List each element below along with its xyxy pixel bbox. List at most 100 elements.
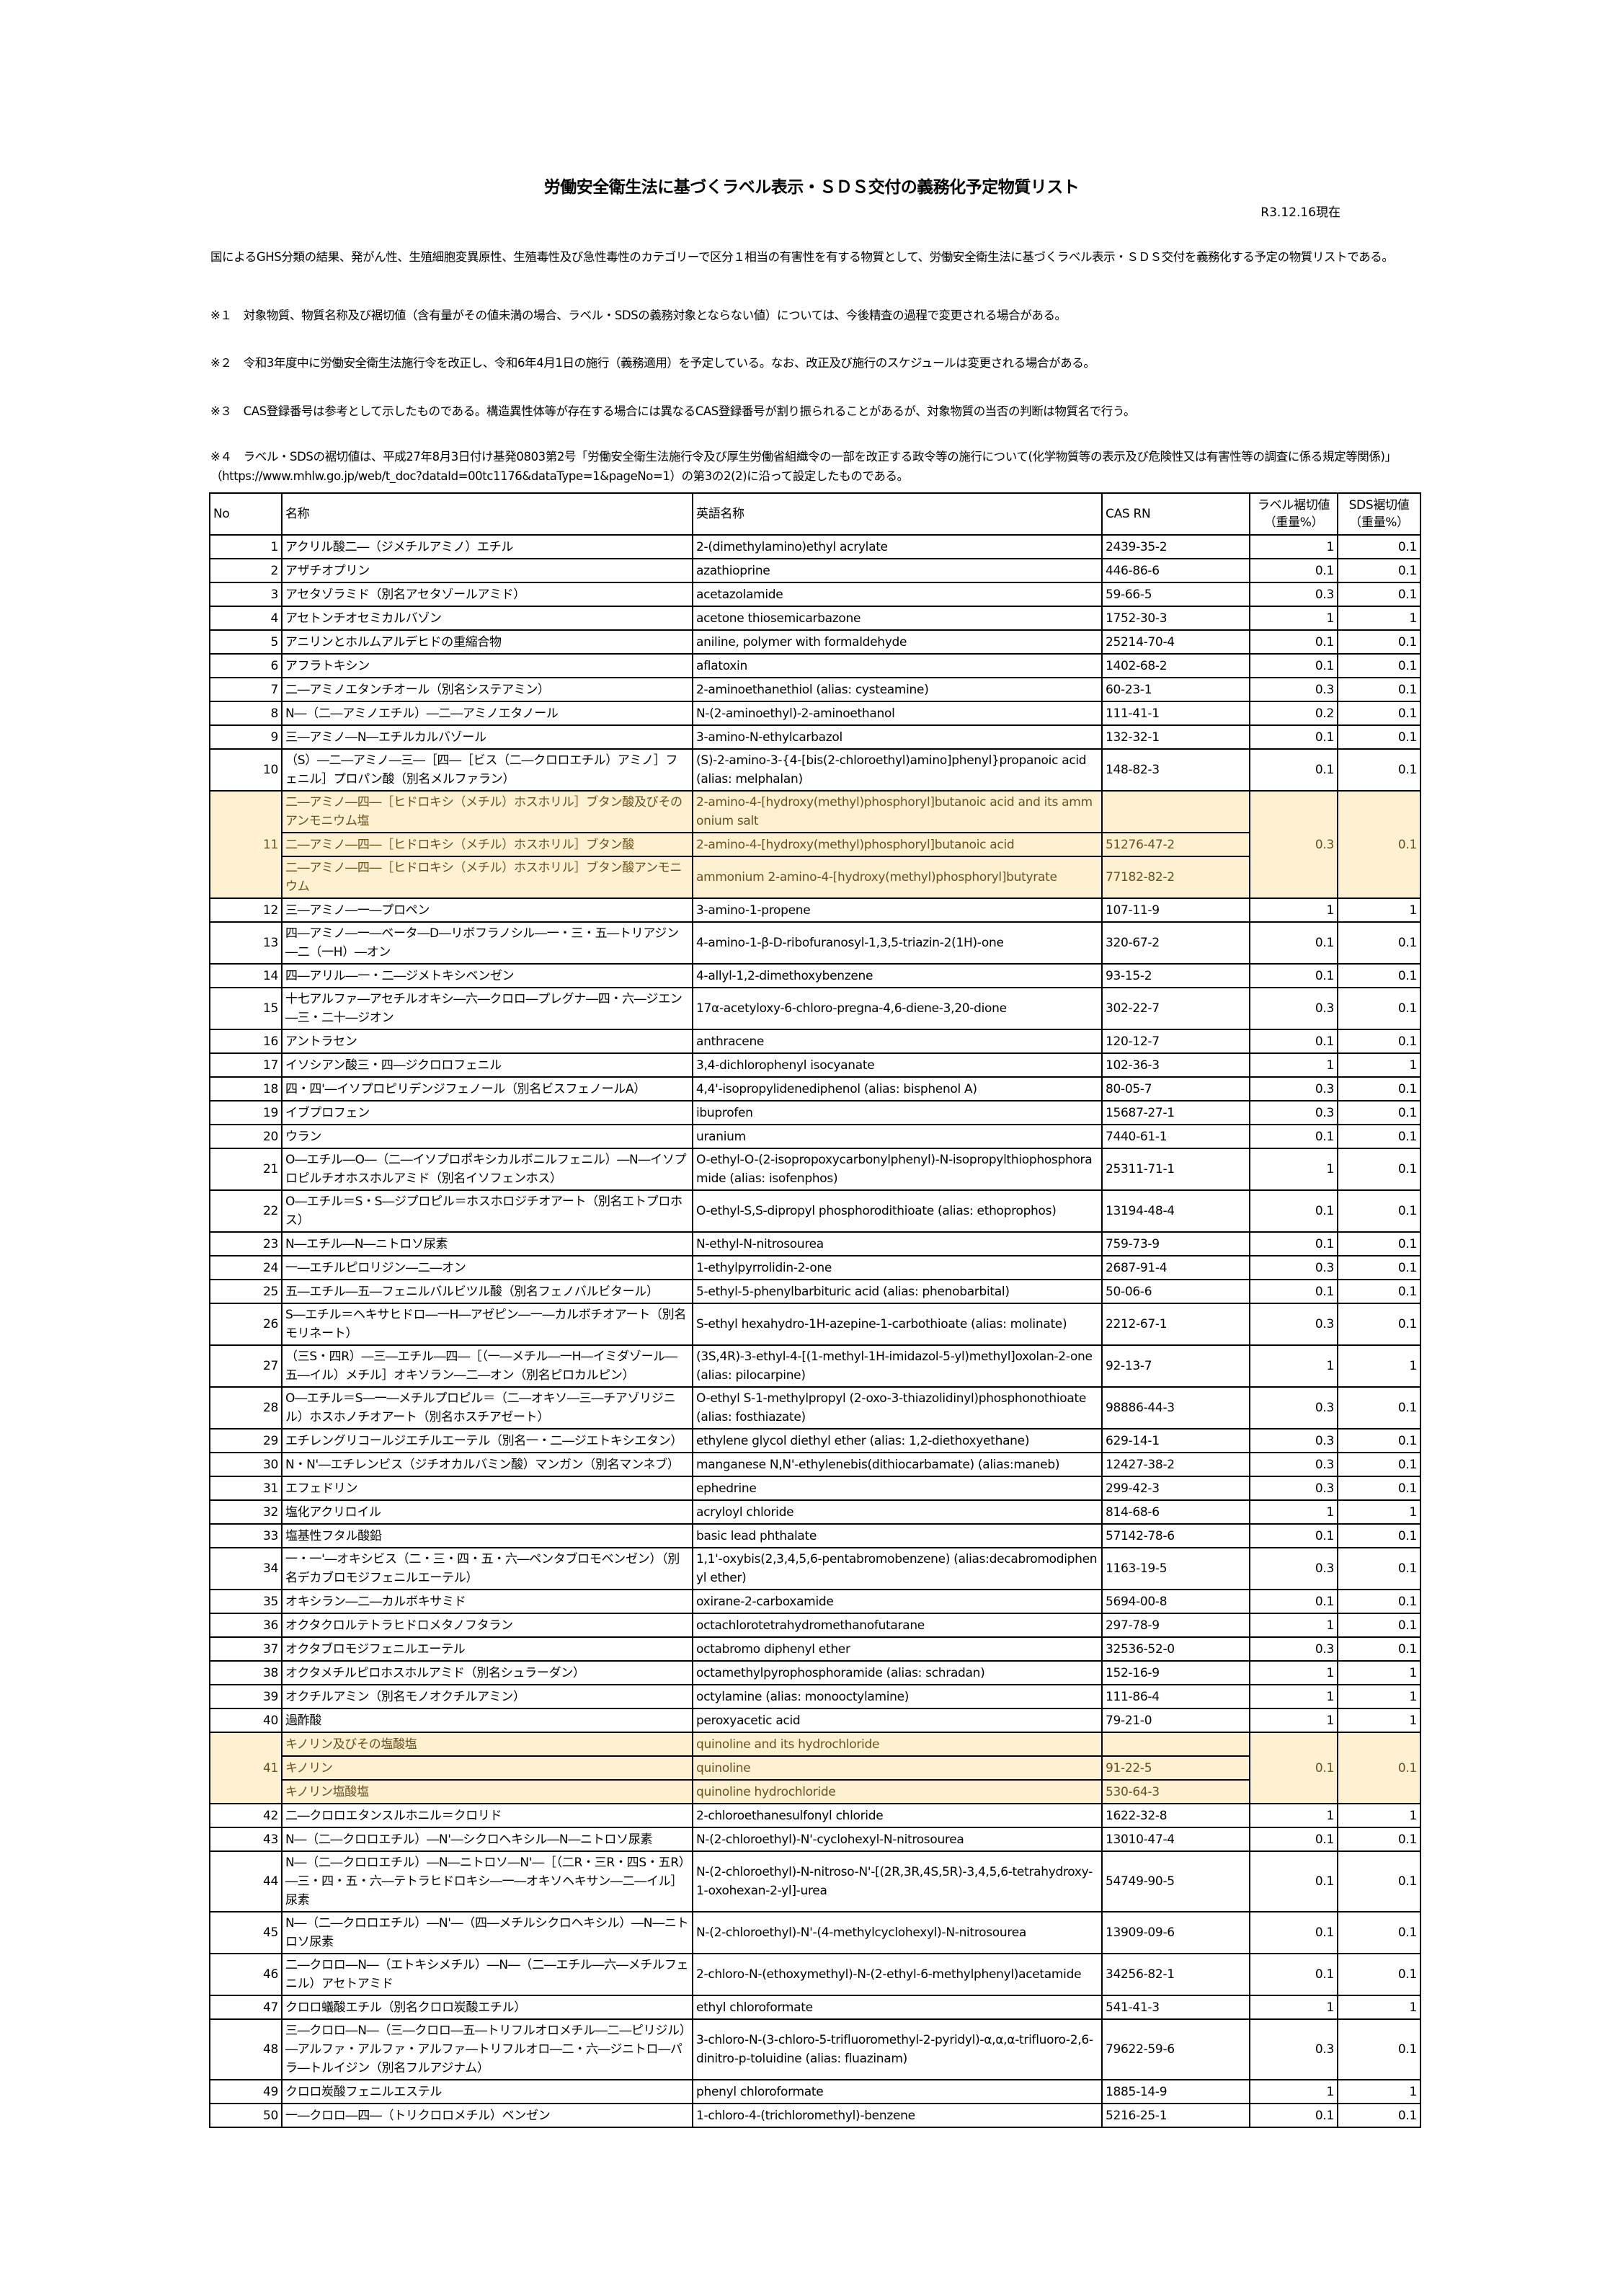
- cell-cas: 2212-67-1: [1101, 1303, 1250, 1346]
- cell-cas: 25214-70-4: [1101, 629, 1250, 655]
- table-row: 35 オキシラン―二―カルボキサミド oxirane-2-carboxamide 56…: [209, 1589, 1421, 1614]
- cell-no: 37: [209, 1636, 283, 1662]
- table-row: 43 N―（二―クロロエチル）―N'―シクロヘキシル―N―ニトロソ尿素 N-(2-c…: [209, 1827, 1421, 1852]
- cell-name-en: aniline, polymer with formaldehyde: [692, 629, 1103, 655]
- cell-sds-cutoff: 0.1: [1337, 1476, 1421, 1501]
- cell-cas: 102-36-3: [1101, 1052, 1250, 1078]
- cell-cas: 759-73-9: [1101, 1231, 1250, 1256]
- cell-cas: 12427-38-2: [1101, 1452, 1250, 1477]
- cell-no: 20: [209, 1124, 283, 1149]
- cell-no: 21: [209, 1148, 283, 1191]
- cell-label-cutoff: 0.1: [1249, 1911, 1338, 1954]
- table-row: 5 アニリンとホルムアルデヒドの重縮合物 aniline, polymer with…: [209, 629, 1421, 655]
- cell-name-en: anthracene: [692, 1029, 1103, 1054]
- cell-name-en: 3-amino-1-propene: [692, 897, 1103, 923]
- table-row-group-item: 二―アミノ―四―［ヒドロキシ（メチル）ホスホリル］ブタン酸アンモニウム ammon…: [210, 856, 1420, 899]
- cell-label-cutoff: 1: [1249, 1708, 1338, 1733]
- cell-sds-cutoff: 0.1: [1337, 1547, 1421, 1590]
- cell-no: 49: [209, 2079, 283, 2104]
- cell-name-en: 3-amino-N-ethylcarbazol: [692, 724, 1103, 750]
- page-title: 労働安全衛生法に基づくラベル表示・ＳＤＳ交付の義務化予定物質リスト: [543, 178, 1080, 197]
- cell-no: 12: [209, 897, 283, 923]
- cell-no: 14: [209, 963, 283, 988]
- cell-name-en: N-(2-chloroethyl)-N'-(4-methylcyclohexyl…: [692, 1911, 1103, 1954]
- cell-sds-cutoff: 1: [1337, 606, 1421, 631]
- cell-sds-cutoff: 0.1: [1337, 534, 1421, 559]
- cell-name-ja: 塩基性フタル酸鉛: [281, 1523, 693, 1548]
- cell-no: 29: [209, 1428, 283, 1453]
- table-row: 10 （S）―二―アミノ―三―［四―［ビス（二―クロロエチル）アミノ］フェニル］プ…: [209, 748, 1421, 792]
- cell-no: 18: [209, 1076, 283, 1102]
- cell-label-cutoff: 0.1: [1249, 1523, 1338, 1548]
- cell-name-ja: 五―エチル―五―フェニルバルビツル酸（別名フェノバルビタール）: [281, 1279, 693, 1304]
- cell-cas: 541-41-3: [1101, 1995, 1250, 2020]
- cell-no: 25: [209, 1279, 283, 1304]
- cell-sds-cutoff: 0.1: [1337, 1428, 1421, 1453]
- cell-cas: 148-82-3: [1101, 748, 1250, 792]
- cell-no: 38: [209, 1660, 283, 1685]
- cell-name-ja: アセタゾラミド（別名アセタゾールアミド）: [281, 582, 693, 607]
- cell-label-cutoff: 0.3: [1249, 1386, 1338, 1430]
- cell-sds-cutoff: 0.1: [1337, 1231, 1421, 1256]
- cell-name-en: S-ethyl hexahydro-1H-azepine-1-carbothio…: [692, 1303, 1103, 1346]
- cell-name-en: 4-allyl-1,2-dimethoxybenzene: [692, 963, 1103, 988]
- cell-no: 24: [209, 1255, 283, 1280]
- table-row: 45 N―（二―クロロエチル）―N'―（四―メチルシクロヘキシル）―N―ニトロソ尿…: [209, 1911, 1421, 1954]
- intro-text: 国によるGHS分類の結果、発がん性、生殖細胞変異原性、生殖毒性及び急性毒性のカテ…: [210, 250, 1394, 264]
- cell-name-ja: 二―アミノ―四―［ヒドロキシ（メチル）ホスホリル］ブタン酸及びそのアンモニウム塩: [281, 790, 693, 833]
- cell-name-ja: N―（二―クロロエチル）―N―ニトロソ―N'―［（二R・三R・四S・五R）―三・…: [281, 1850, 693, 1912]
- cell-label-cutoff: 0.1: [1249, 1189, 1338, 1233]
- cell-label-cutoff: 0.3: [1249, 1547, 1338, 1590]
- cell-no: 41: [209, 1732, 283, 1804]
- cell-cas: 629-14-1: [1101, 1428, 1250, 1453]
- cell-label-cutoff: 1: [1249, 534, 1338, 559]
- cell-no: 7: [209, 677, 283, 702]
- table-row: 27 （三S・四R）―三―エチル―四―［（一―メチル―一H―イミダゾール―五―イル…: [209, 1344, 1421, 1388]
- cell-cas: 50-06-6: [1101, 1279, 1250, 1304]
- cell-name-en: ethylene glycol diethyl ether (alias: 1,…: [692, 1428, 1103, 1453]
- cell-cas: [1101, 790, 1250, 833]
- cell-name-ja: キノリン: [281, 1755, 693, 1781]
- cell-label-cutoff: 0.3: [1249, 1452, 1338, 1477]
- cell-no: 9: [209, 724, 283, 750]
- table-row: 3 アセタゾラミド（別名アセタゾールアミド） acetazolamide 59-66-…: [209, 582, 1421, 607]
- cell-sds-cutoff: 1: [1337, 1684, 1421, 1709]
- cell-sds-cutoff: 1: [1337, 2079, 1421, 2104]
- cell-name-ja: 一・一'―オキシビス（二・三・四・五・六―ペンタブロモベンゼン）（別名デカブロモ…: [281, 1547, 693, 1590]
- cell-no: 31: [209, 1476, 283, 1501]
- cell-name-ja: 三―アミノ―N―エチルカルバゾール: [281, 724, 693, 750]
- cell-cas: [1101, 1732, 1250, 1757]
- table-row-group-item: キノリン塩酸塩 quinoline hydrochloride 530-64-3: [210, 1779, 1420, 1804]
- cell-name-ja: オクタクロルテトラヒドロメタノフタラン: [281, 1613, 693, 1638]
- cell-sds-cutoff: 0.1: [1337, 1279, 1421, 1304]
- table-row: 1 アクリル酸二―（ジメチルアミノ）エチル 2-(dimethylamino)eth…: [209, 534, 1421, 559]
- cell-name-en: ethyl chloroformate: [692, 1995, 1103, 2020]
- cell-name-en: 2-chloroethanesulfonyl chloride: [692, 1803, 1103, 1828]
- cell-cas: 299-42-3: [1101, 1476, 1250, 1501]
- cell-no: 5: [209, 629, 283, 655]
- cell-name-en: 2-chloro-N-(ethoxymethyl)-N-(2-ethyl-6-m…: [692, 1953, 1103, 1996]
- cell-label-cutoff: 1: [1249, 1613, 1338, 1638]
- cell-name-ja: 四―アリル―一・二―ジメトキシベンゼン: [281, 963, 693, 988]
- cell-sds-cutoff: 0.1: [1337, 921, 1421, 965]
- cell-cas: 32536-52-0: [1101, 1636, 1250, 1662]
- cell-sds-cutoff: 0.1: [1337, 1189, 1421, 1233]
- cell-sds-cutoff: 1: [1337, 1344, 1421, 1388]
- cell-label-cutoff: 0.1: [1249, 653, 1338, 678]
- cell-no: 43: [209, 1827, 283, 1852]
- cell-label-cutoff: 0.3: [1249, 1428, 1338, 1453]
- cell-cas: 530-64-3: [1101, 1779, 1250, 1804]
- cell-name-ja: 二―アミノ―四―［ヒドロキシ（メチル）ホスホリル］ブタン酸アンモニウム: [281, 856, 693, 899]
- cell-no: 47: [209, 1995, 283, 2020]
- cell-name-en: O-ethyl-O-(2-isopropoxycarbonylphenyl)-N…: [692, 1148, 1103, 1191]
- table-row: 2 アザチオプリン azathioprine 446-86-6 0.1 0.1: [209, 558, 1421, 583]
- cell-name-en: ammonium 2-amino-4-[hydroxy(methyl)phosp…: [692, 856, 1103, 899]
- cell-label-cutoff: 0.1: [1249, 921, 1338, 965]
- table-row: 13 四―アミノ―一―ベータ―D―リボフラノシル―一・三・五―トリアジン―二（一H…: [209, 921, 1421, 965]
- cell-name-ja: N・N'―エチレンビス（ジチオカルバミン酸）マンガン（別名マンネブ）: [281, 1452, 693, 1477]
- table-row: 47 クロロ蟻酸エチル（別名クロロ炭酸エチル） ethyl chloroformat…: [209, 1995, 1421, 2020]
- cell-sds-cutoff: 0.1: [1337, 1303, 1421, 1346]
- cell-label-cutoff: 1: [1249, 1660, 1338, 1685]
- cell-label-cutoff: 0.3: [1249, 790, 1338, 899]
- cell-cas: 57142-78-6: [1101, 1523, 1250, 1548]
